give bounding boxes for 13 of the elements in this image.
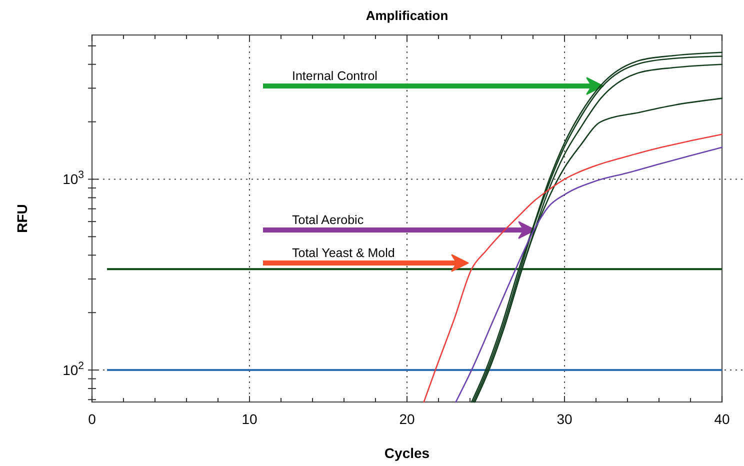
- x-tick-label: 10: [242, 411, 258, 427]
- annotation: Total Aerobic: [292, 213, 364, 227]
- chart-title: Amplification: [366, 8, 448, 23]
- y-tick-label: 10$^{2}$: [62, 360, 84, 378]
- annotation: Internal Control: [292, 69, 378, 83]
- y-axis-title: RFU: [14, 204, 30, 233]
- x-tick-label: 0: [88, 411, 96, 427]
- annotation: Total Yeast & Mold: [292, 246, 395, 260]
- y-tick-label: 10$^{3}$: [62, 169, 84, 188]
- x-tick-label: 20: [399, 411, 415, 427]
- x-tick-label: 30: [556, 411, 572, 427]
- x-axis-title: Cycles: [384, 445, 430, 461]
- x-tick-label: 40: [714, 411, 730, 427]
